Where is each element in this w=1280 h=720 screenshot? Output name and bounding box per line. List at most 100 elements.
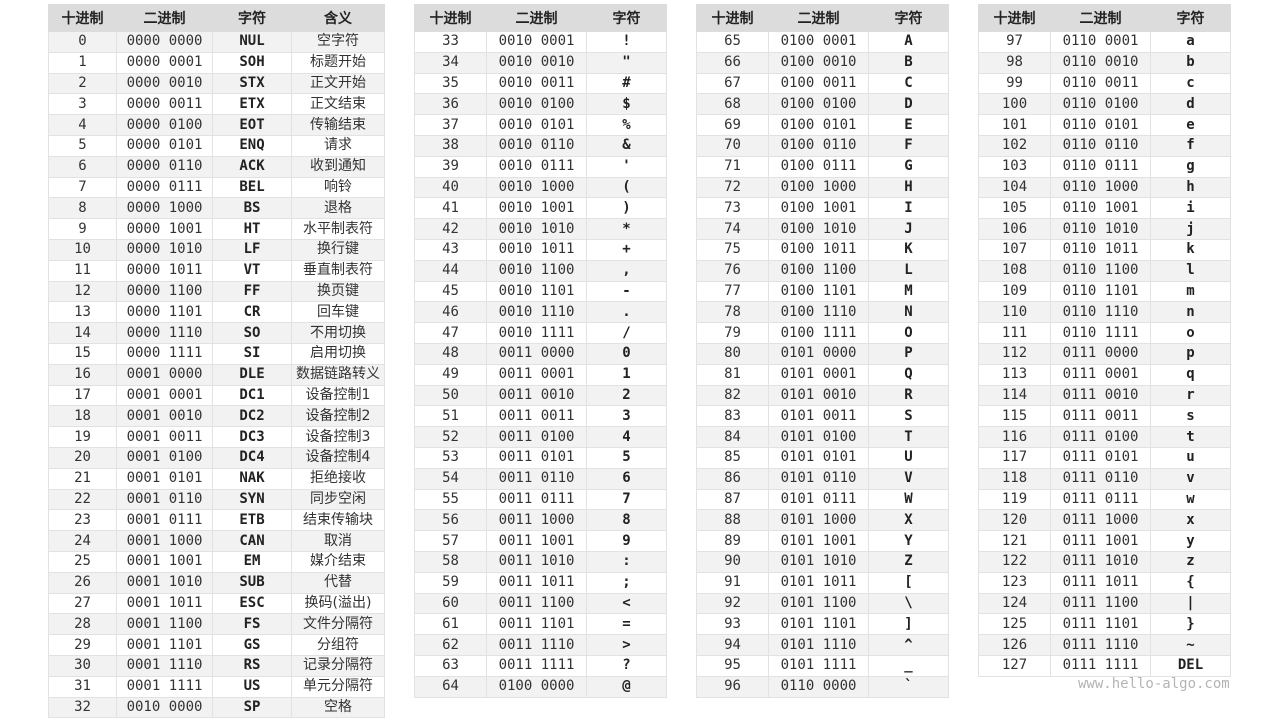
decimal-cell: 55 bbox=[414, 488, 487, 511]
binary-cell: 0001 0110 bbox=[116, 488, 213, 511]
character-cell: 1 bbox=[586, 363, 667, 386]
decimal-cell: 80 bbox=[696, 342, 769, 365]
character-cell: GS bbox=[212, 634, 292, 656]
binary-cell: 0111 1101 bbox=[1050, 613, 1151, 636]
table-row: 30 0001 1110 RS 记录分隔符 bbox=[48, 654, 385, 677]
binary-cell: 0101 1001 bbox=[768, 530, 869, 552]
binary-cell: 0110 0111 bbox=[1050, 155, 1151, 178]
meaning-cell: 正文开始 bbox=[291, 72, 385, 95]
table-row: 108 0110 1100 l bbox=[978, 259, 1231, 282]
table-row: 110 0110 1110 n bbox=[978, 301, 1231, 324]
binary-cell: 0011 0010 bbox=[486, 384, 587, 407]
table-row: 6 0000 0110 ACK 收到通知 bbox=[48, 155, 385, 178]
decimal-cell: 57 bbox=[414, 530, 487, 552]
binary-cell: 0010 1110 bbox=[486, 301, 587, 324]
character-cell: T bbox=[868, 426, 949, 448]
binary-cell: 0111 1011 bbox=[1050, 571, 1151, 594]
character-cell: x bbox=[1150, 509, 1231, 532]
decimal-cell: 108 bbox=[978, 259, 1051, 282]
binary-cell: 0010 1011 bbox=[486, 238, 587, 261]
character-cell: ( bbox=[586, 176, 667, 199]
binary-cell: 0100 0011 bbox=[768, 72, 869, 95]
character-cell: ) bbox=[586, 197, 667, 220]
character-cell: D bbox=[868, 93, 949, 116]
decimal-cell: 36 bbox=[414, 93, 487, 116]
meaning-cell: 正文结束 bbox=[291, 93, 385, 116]
decimal-cell: 107 bbox=[978, 238, 1051, 261]
character-cell: k bbox=[1150, 238, 1231, 261]
binary-cell: 0110 1001 bbox=[1050, 197, 1151, 220]
table-row: 68 0100 0100 D bbox=[696, 93, 949, 116]
character-cell: e bbox=[1150, 114, 1231, 136]
header-row: 十进制 二进制 字符 bbox=[978, 4, 1231, 32]
binary-cell: 0011 1010 bbox=[486, 550, 587, 573]
table-row: 126 0111 1110 ~ bbox=[978, 634, 1231, 656]
decimal-cell: 113 bbox=[978, 363, 1051, 386]
header-decimal: 十进制 bbox=[978, 4, 1051, 32]
table-row: 15 0000 1111 SI 启用切换 bbox=[48, 342, 385, 365]
binary-cell: 0011 1100 bbox=[486, 592, 587, 615]
binary-cell: 0010 1111 bbox=[486, 322, 587, 344]
binary-cell: 0001 1001 bbox=[116, 550, 213, 573]
table-row: 116 0111 0100 t bbox=[978, 426, 1231, 448]
character-cell: STX bbox=[212, 72, 292, 95]
decimal-cell: 16 bbox=[48, 363, 117, 386]
character-cell: ? bbox=[586, 654, 667, 677]
binary-cell: 0111 1000 bbox=[1050, 509, 1151, 532]
binary-cell: 0011 0110 bbox=[486, 467, 587, 490]
binary-cell: 0001 0100 bbox=[116, 446, 213, 469]
character-cell: w bbox=[1150, 488, 1231, 511]
meaning-cell: 设备控制4 bbox=[291, 446, 385, 469]
table-row: 97 0110 0001 a bbox=[978, 31, 1231, 53]
decimal-cell: 33 bbox=[414, 31, 487, 53]
binary-cell: 0000 1010 bbox=[116, 238, 213, 261]
binary-cell: 0101 0010 bbox=[768, 384, 869, 407]
ascii-table-lowercase: 十进制 二进制 字符 97 0110 0001 a 98 0110 0010 b 99 0110 0… bbox=[978, 4, 1231, 677]
binary-cell: 0101 0000 bbox=[768, 342, 869, 365]
character-cell: H bbox=[868, 176, 949, 199]
binary-cell: 0110 0110 bbox=[1050, 134, 1151, 157]
character-cell: RS bbox=[212, 654, 292, 677]
decimal-cell: 41 bbox=[414, 197, 487, 220]
table-row: 25 0001 1001 EM 媒介结束 bbox=[48, 550, 385, 573]
character-cell: u bbox=[1150, 446, 1231, 469]
table-row: 100 0110 0100 d bbox=[978, 93, 1231, 116]
binary-cell: 0011 1001 bbox=[486, 530, 587, 552]
meaning-cell: 记录分隔符 bbox=[291, 654, 385, 677]
meaning-cell: 空格 bbox=[291, 696, 385, 719]
character-cell: ; bbox=[586, 571, 667, 594]
binary-cell: 0101 1110 bbox=[768, 634, 869, 656]
table-row: 96 0110 0000 ` bbox=[696, 675, 949, 698]
binary-cell: 0010 1000 bbox=[486, 176, 587, 199]
character-cell: S bbox=[868, 405, 949, 428]
character-cell: SP bbox=[212, 696, 292, 719]
table-row: 45 0010 1101- bbox=[414, 280, 667, 303]
binary-cell: 0100 0101 bbox=[768, 114, 869, 136]
decimal-cell: 98 bbox=[978, 51, 1051, 74]
table-row: 10 0000 1010 LF 换行键 bbox=[48, 238, 385, 261]
table-row: 89 0101 1001 Y bbox=[696, 530, 949, 552]
character-cell: 7 bbox=[586, 488, 667, 511]
decimal-cell: 50 bbox=[414, 384, 487, 407]
decimal-cell: 25 bbox=[48, 550, 117, 573]
character-cell: - bbox=[586, 280, 667, 303]
table-row: 41 0010 1001) bbox=[414, 197, 667, 220]
binary-cell: 0100 1010 bbox=[768, 218, 869, 240]
decimal-cell: 97 bbox=[978, 31, 1051, 53]
decimal-cell: 88 bbox=[696, 509, 769, 532]
binary-cell: 0000 0001 bbox=[116, 51, 213, 74]
table-row: 85 0101 0101 U bbox=[696, 446, 949, 469]
table-row: 82 0101 0010 R bbox=[696, 384, 949, 407]
decimal-cell: 11 bbox=[48, 259, 117, 282]
character-cell: % bbox=[586, 114, 667, 136]
character-cell: q bbox=[1150, 363, 1231, 386]
decimal-cell: 39 bbox=[414, 155, 487, 178]
binary-cell: 0111 1111 bbox=[1050, 654, 1151, 677]
decimal-cell: 3 bbox=[48, 93, 117, 116]
binary-cell: 0101 1000 bbox=[768, 509, 869, 532]
character-cell: A bbox=[868, 31, 949, 53]
binary-cell: 0010 1100 bbox=[486, 259, 587, 282]
character-cell: : bbox=[586, 550, 667, 573]
decimal-cell: 49 bbox=[414, 363, 487, 386]
header-binary: 二进制 bbox=[1050, 4, 1151, 32]
